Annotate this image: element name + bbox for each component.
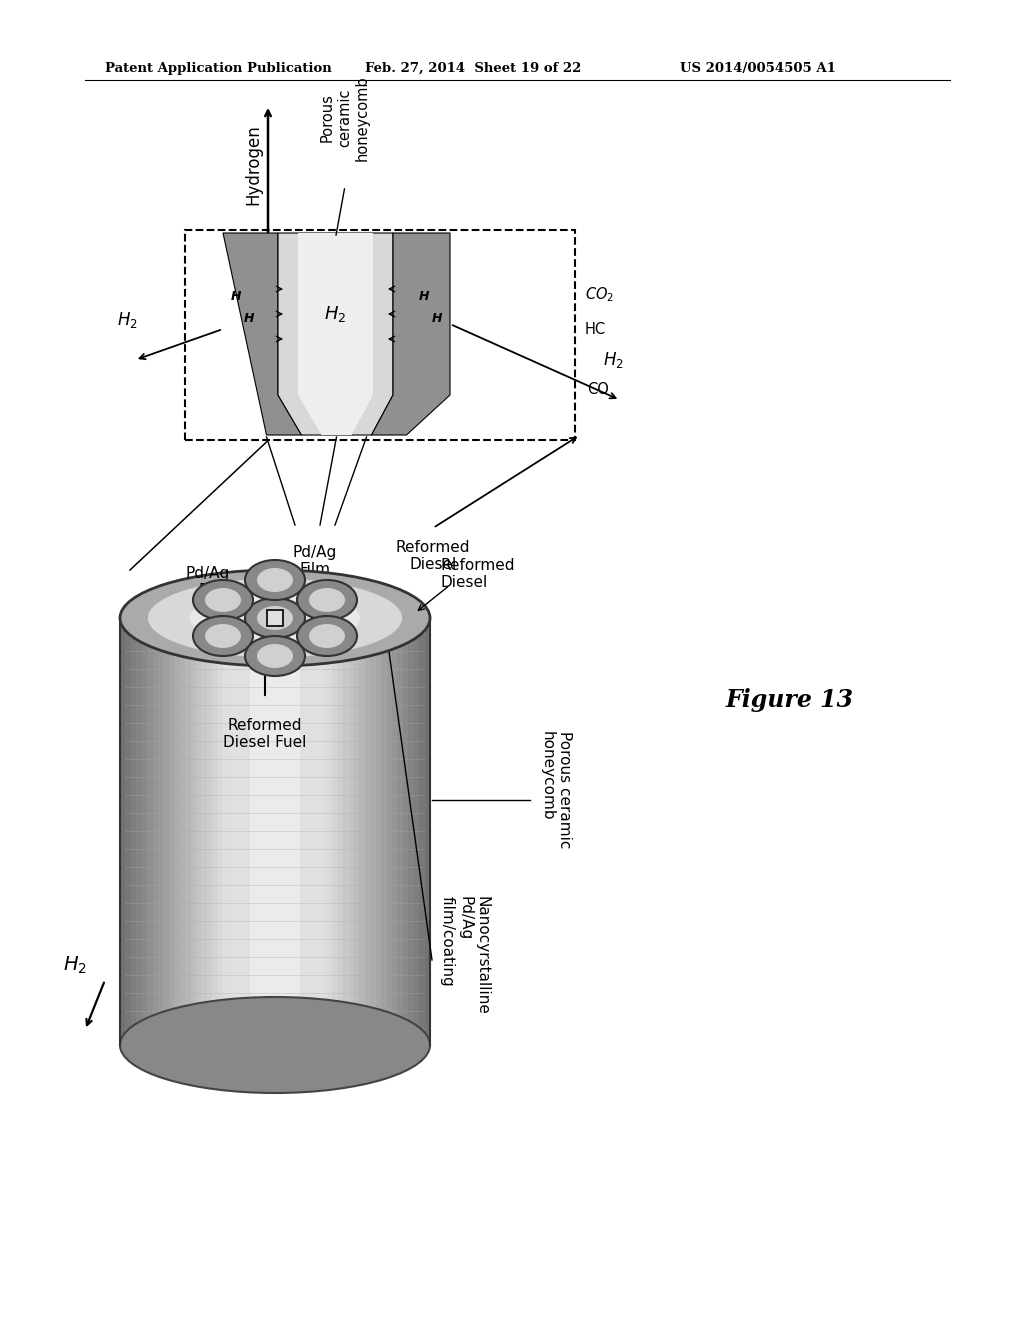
Ellipse shape (257, 606, 293, 630)
Polygon shape (372, 234, 450, 436)
Bar (185, 230, 575, 440)
Bar (333, 618, 338, 1045)
Bar (218, 618, 223, 1045)
Bar (327, 618, 333, 1045)
Bar (387, 618, 392, 1045)
Ellipse shape (297, 616, 357, 656)
Bar (402, 618, 409, 1045)
Bar (196, 618, 202, 1045)
Ellipse shape (120, 570, 430, 667)
Text: Porous ceramic
honeycomb: Porous ceramic honeycomb (540, 731, 572, 849)
Bar (354, 618, 359, 1045)
Bar (131, 618, 136, 1045)
Bar (136, 618, 141, 1045)
Bar (397, 618, 402, 1045)
Bar (212, 618, 218, 1045)
Bar (409, 618, 414, 1045)
Bar (153, 618, 158, 1045)
Bar (414, 618, 419, 1045)
Bar (202, 618, 207, 1045)
Ellipse shape (205, 587, 241, 612)
Text: $H_2$: $H_2$ (63, 954, 87, 975)
Bar (419, 618, 425, 1045)
Text: Nanocyrstalline
Pd/Ag
film/coating: Nanocyrstalline Pd/Ag film/coating (440, 895, 489, 1015)
Bar (376, 618, 381, 1045)
Text: $H_2$: $H_2$ (325, 304, 347, 323)
Text: $H_2$: $H_2$ (603, 350, 624, 370)
Text: Reformed
Diesel: Reformed Diesel (395, 540, 470, 573)
Text: Patent Application Publication: Patent Application Publication (105, 62, 332, 75)
Ellipse shape (245, 598, 305, 638)
Bar (164, 618, 169, 1045)
Text: Pd/Ag
Film: Pd/Ag Film (293, 545, 337, 577)
Bar (120, 618, 125, 1045)
Bar (343, 618, 348, 1045)
Bar (371, 618, 376, 1045)
Ellipse shape (309, 587, 345, 612)
Bar (125, 618, 131, 1045)
Bar (147, 618, 153, 1045)
Ellipse shape (193, 616, 253, 656)
Text: Porous
ceramic
honeycomb: Porous ceramic honeycomb (321, 75, 370, 161)
Text: HC: HC (585, 322, 606, 338)
Polygon shape (278, 234, 393, 436)
Bar (185, 618, 190, 1045)
Ellipse shape (147, 578, 402, 657)
Bar (141, 618, 147, 1045)
Bar (267, 610, 283, 626)
Ellipse shape (205, 624, 241, 648)
Text: $CO_2$: $CO_2$ (585, 285, 614, 305)
Bar (348, 618, 354, 1045)
Ellipse shape (309, 624, 345, 648)
Ellipse shape (245, 636, 305, 676)
Text: $H_2$: $H_2$ (117, 310, 137, 330)
Text: Pd/Ag
Film: Pd/Ag Film (185, 566, 230, 598)
Bar (207, 618, 212, 1045)
Bar (359, 618, 365, 1045)
Bar (169, 618, 174, 1045)
Bar (250, 618, 300, 1045)
Polygon shape (298, 234, 373, 436)
Text: H: H (230, 289, 242, 302)
Text: H: H (432, 313, 442, 326)
Text: H: H (244, 313, 254, 326)
Bar (223, 618, 228, 1045)
Polygon shape (223, 234, 301, 436)
Bar (174, 618, 179, 1045)
Ellipse shape (193, 579, 253, 620)
Text: Feb. 27, 2014  Sheet 19 of 22: Feb. 27, 2014 Sheet 19 of 22 (365, 62, 582, 75)
Ellipse shape (189, 591, 360, 644)
Bar (381, 618, 387, 1045)
Text: Figure 13: Figure 13 (726, 688, 854, 711)
Ellipse shape (245, 560, 305, 601)
Text: Reformed
Diesel Fuel: Reformed Diesel Fuel (223, 718, 306, 750)
Bar (190, 618, 196, 1045)
Ellipse shape (297, 579, 357, 620)
Bar (338, 618, 343, 1045)
Text: CO: CO (587, 383, 609, 397)
Bar (158, 618, 164, 1045)
Ellipse shape (120, 997, 430, 1093)
Text: Reformed
Diesel: Reformed Diesel (440, 558, 514, 590)
Ellipse shape (257, 644, 293, 668)
Text: H: H (419, 289, 429, 302)
Bar (425, 618, 430, 1045)
Text: US 2014/0054505 A1: US 2014/0054505 A1 (680, 62, 836, 75)
Bar (179, 618, 185, 1045)
Bar (392, 618, 397, 1045)
Text: Hydrogen: Hydrogen (244, 124, 262, 206)
Bar (365, 618, 371, 1045)
Ellipse shape (257, 568, 293, 591)
Bar (322, 618, 327, 1045)
Bar (228, 618, 322, 1045)
